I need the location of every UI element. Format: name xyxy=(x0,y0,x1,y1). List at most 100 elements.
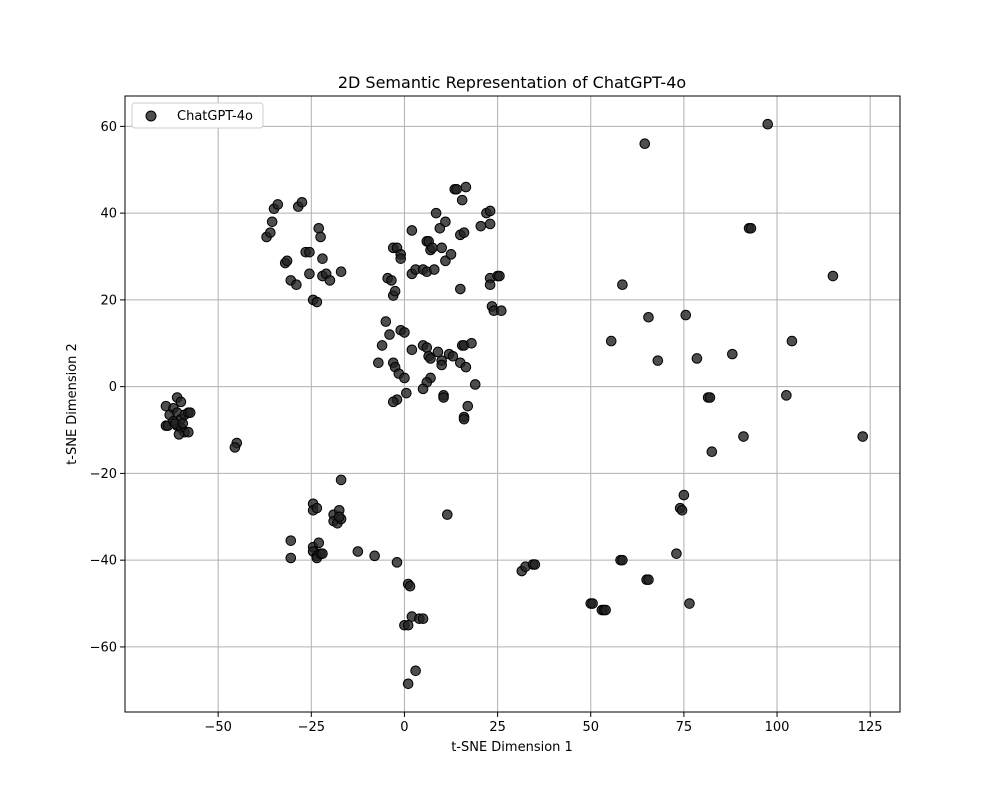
scatter-point xyxy=(680,309,692,321)
scatter-point xyxy=(272,199,284,210)
scatter-point xyxy=(173,429,185,440)
scatter-point xyxy=(399,372,410,384)
scatter-point xyxy=(456,194,468,206)
scatter-point xyxy=(436,359,448,371)
scatter-point xyxy=(391,557,403,568)
scatter-point xyxy=(440,216,451,228)
scatter-point xyxy=(447,350,459,362)
scatter-point xyxy=(335,266,347,277)
x-tick-label: 0 xyxy=(400,720,408,735)
scatter-point xyxy=(229,442,241,453)
scatter-point xyxy=(304,268,315,280)
scatter-point xyxy=(384,329,395,340)
scatter-point xyxy=(455,283,466,295)
y-tick-label: 60 xyxy=(100,120,117,135)
scatter-point xyxy=(691,353,703,364)
x-tick-label: 100 xyxy=(765,720,790,735)
scatter-point xyxy=(177,418,189,429)
scatter-point xyxy=(265,227,276,238)
scatter-point xyxy=(617,279,628,291)
scatter-point xyxy=(462,400,474,412)
x-tick-label: 75 xyxy=(676,720,693,735)
scatter-point xyxy=(494,270,505,282)
scatter-point xyxy=(600,604,611,616)
scatter-point xyxy=(401,387,412,399)
scatter-point xyxy=(313,537,325,549)
scatter-point xyxy=(430,207,442,219)
scatter-point xyxy=(475,220,487,232)
x-axis-label: t-SNE Dimension 1 xyxy=(451,740,573,755)
scatter-point xyxy=(441,509,453,520)
scatter-point xyxy=(304,246,315,258)
scatter-point xyxy=(484,205,496,217)
scatter-point xyxy=(445,249,457,260)
grid xyxy=(125,96,900,712)
scatter-point xyxy=(281,255,293,267)
legend: ChatGPT-4o xyxy=(131,102,264,129)
scatter-point xyxy=(451,183,462,195)
y-tick-label: −40 xyxy=(90,554,117,569)
scatter-point xyxy=(857,431,869,442)
scatter-point xyxy=(317,548,328,559)
chart-title: 2D Semantic Representation of ChatGPT-4o xyxy=(338,73,686,92)
scatter-point xyxy=(466,337,477,349)
y-tick-label: −20 xyxy=(90,467,117,482)
scatter-point xyxy=(704,392,716,403)
scatter-point xyxy=(738,431,749,442)
scatter-point xyxy=(285,535,297,546)
scatter-point xyxy=(399,327,410,338)
scatter-point xyxy=(438,392,449,403)
scatter-point xyxy=(311,502,323,514)
scatter-point xyxy=(376,340,388,351)
scatter-point xyxy=(469,379,481,390)
scatter-point xyxy=(460,181,472,193)
scatter-point xyxy=(296,196,308,208)
scatter-point xyxy=(529,559,541,570)
scatter-point xyxy=(436,242,448,254)
scatter-point xyxy=(335,474,347,486)
x-tick-label: −25 xyxy=(298,720,325,735)
scatter-point xyxy=(421,342,433,353)
scatter-point xyxy=(386,275,397,286)
scatter-point xyxy=(417,383,429,395)
scatter-point xyxy=(311,296,323,308)
y-tick-label: 0 xyxy=(109,380,117,395)
y-axis-label: t-SNE Dimension 2 xyxy=(65,343,80,465)
scatter-point xyxy=(678,489,690,501)
scatter-point xyxy=(402,678,414,690)
y-tick-label: 40 xyxy=(100,207,117,222)
scatter-point xyxy=(324,275,336,286)
scatter-point xyxy=(183,426,194,438)
scatter-point xyxy=(395,253,407,264)
scatter-point xyxy=(315,231,326,243)
scatter-point xyxy=(425,353,436,364)
x-tick-label: 25 xyxy=(489,720,506,735)
scatter-point xyxy=(643,311,654,323)
legend-marker xyxy=(145,110,157,122)
scatter-point xyxy=(333,511,345,523)
scatter-point xyxy=(676,504,688,516)
scatter-point xyxy=(428,264,440,275)
scatter-point xyxy=(781,390,792,401)
scatter-point xyxy=(184,407,196,418)
scatter-point xyxy=(380,316,392,327)
scatter-point xyxy=(762,118,774,130)
scatter-point xyxy=(266,216,278,228)
scatter-point xyxy=(484,279,496,291)
y-tick-label: −60 xyxy=(90,640,117,655)
scatter-point xyxy=(352,546,364,557)
scatter-point xyxy=(617,554,628,566)
scatter-point xyxy=(639,138,651,150)
scatter-point xyxy=(285,552,297,564)
axis-ticks: −50 −25 0 25 50 75 100 125 −60 −40 −20 0 20 40 60 xyxy=(90,120,883,735)
scatter-point xyxy=(410,665,421,677)
scatter-point xyxy=(827,270,839,282)
scatter-point xyxy=(460,361,472,373)
scatter-point xyxy=(387,396,399,408)
scatter-point xyxy=(745,223,757,234)
legend-box xyxy=(131,102,264,129)
scatter-point xyxy=(643,574,654,585)
